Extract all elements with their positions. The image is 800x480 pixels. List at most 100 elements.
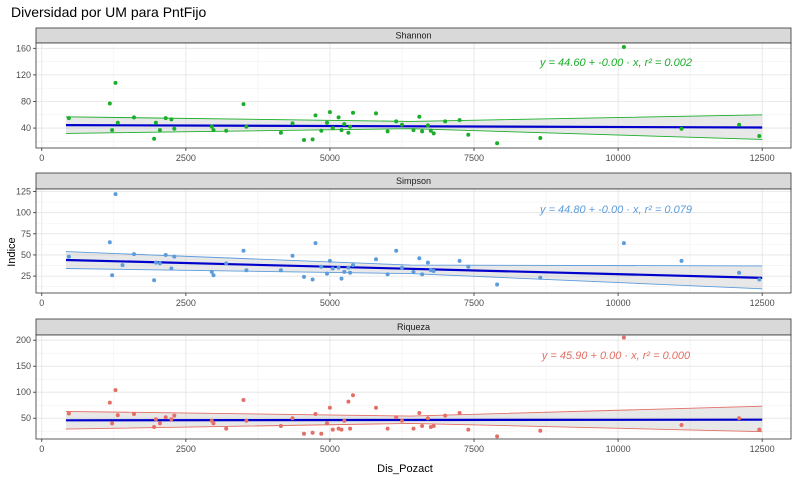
y-tick-label: 40: [21, 123, 31, 133]
data-point: [538, 428, 543, 433]
data-point: [290, 416, 295, 421]
data-point: [400, 122, 404, 127]
x-tick-label: 7500: [464, 444, 484, 454]
data-point: [495, 434, 500, 439]
data-point: [278, 268, 283, 273]
data-point: [737, 416, 742, 421]
data-point: [325, 120, 329, 125]
regression-line: [65, 123, 763, 129]
data-point: [374, 257, 378, 262]
x-axis-title: Dis_Pozact: [377, 463, 433, 475]
data-point: [336, 115, 341, 120]
data-point: [385, 426, 390, 431]
x-tick-label: 12500: [750, 153, 775, 163]
data-point: [330, 266, 335, 271]
x-tick-label: 0: [39, 298, 44, 308]
data-point: [132, 412, 136, 416]
data-point: [278, 130, 283, 135]
data-point: [431, 424, 436, 428]
data-point: [113, 80, 118, 85]
x-tick-label: 12500: [750, 444, 775, 454]
band-lower-line: [65, 268, 763, 290]
data-point: [244, 124, 249, 129]
data-point: [425, 123, 430, 128]
data-point: [420, 129, 425, 134]
data-point: [394, 415, 399, 420]
panel-border: [35, 188, 792, 294]
x-tick-label: 7500: [464, 298, 484, 308]
data-point: [431, 131, 436, 136]
points: [66, 45, 762, 146]
band-upper-line: [65, 114, 763, 122]
data-point: [737, 122, 742, 127]
y-tick-label: 120: [16, 70, 31, 80]
data-point: [411, 426, 416, 431]
data-point: [336, 265, 341, 270]
data-point: [319, 128, 324, 133]
data-point: [241, 248, 246, 253]
data-point: [417, 256, 422, 261]
data-point: [209, 124, 214, 129]
data-point: [115, 120, 120, 125]
regression-line: [65, 418, 763, 422]
data-point: [157, 128, 162, 133]
y-tick-label: 150: [16, 361, 31, 371]
data-point: [107, 101, 112, 106]
data-point: [310, 430, 315, 435]
data-point: [346, 399, 351, 404]
data-point: [394, 119, 399, 124]
data-point: [153, 120, 158, 125]
data-point: [443, 119, 448, 124]
data-point: [224, 426, 229, 431]
data-point: [115, 413, 120, 418]
x-axis: 0 2500 5000 7500 10000 12500: [39, 293, 775, 308]
data-point: [351, 393, 355, 398]
data-point: [330, 427, 335, 432]
data-point: [400, 265, 404, 270]
data-point: [339, 276, 344, 281]
x-axis: 0 2500 5000 7500 10000 12500: [39, 439, 775, 454]
panel-background: [36, 335, 791, 439]
data-point: [278, 424, 283, 428]
data-point: [425, 416, 430, 421]
data-point: [394, 248, 399, 253]
data-point: [152, 278, 157, 283]
band-lower-line: [65, 422, 763, 433]
data-point: [319, 264, 324, 269]
x-axis: 0 2500 5000 7500 10000 12500: [39, 148, 775, 163]
data-point: [737, 270, 742, 275]
data-point: [66, 254, 71, 259]
data-point: [757, 277, 762, 282]
y-axis: 50 100 150 200: [16, 335, 36, 423]
data-point: [400, 418, 404, 423]
data-point: [224, 261, 229, 266]
data-point: [319, 431, 324, 436]
data-point: [310, 277, 315, 282]
data-point: [417, 411, 422, 415]
x-tick-label: 10000: [606, 444, 631, 454]
data-point: [342, 269, 347, 274]
data-point: [110, 421, 115, 426]
data-point: [374, 111, 378, 116]
band-lower-line: [65, 128, 763, 140]
data-point: [417, 114, 422, 119]
data-point: [342, 418, 347, 423]
data-point: [290, 121, 295, 126]
y-tick-label: 75: [21, 229, 31, 239]
data-point: [302, 431, 306, 436]
data-point: [621, 241, 626, 246]
data-point: [224, 128, 229, 133]
data-point: [339, 427, 344, 432]
data-point: [157, 421, 162, 426]
data-point: [163, 253, 168, 257]
data-point: [346, 130, 351, 135]
data-point: [153, 260, 158, 265]
data-point: [385, 272, 390, 277]
regression-equation: y = 44.60 + -0.00 · x, r² = 0.002: [539, 57, 692, 69]
y-tick-label: 50: [21, 413, 31, 423]
data-point: [538, 136, 543, 140]
panels: Shannon y = 44.60 + -0.00 · x, r² = 0.002…: [16, 27, 792, 454]
data-point: [211, 273, 216, 278]
data-point: [152, 425, 157, 429]
y-tick-label: 50: [21, 250, 31, 260]
